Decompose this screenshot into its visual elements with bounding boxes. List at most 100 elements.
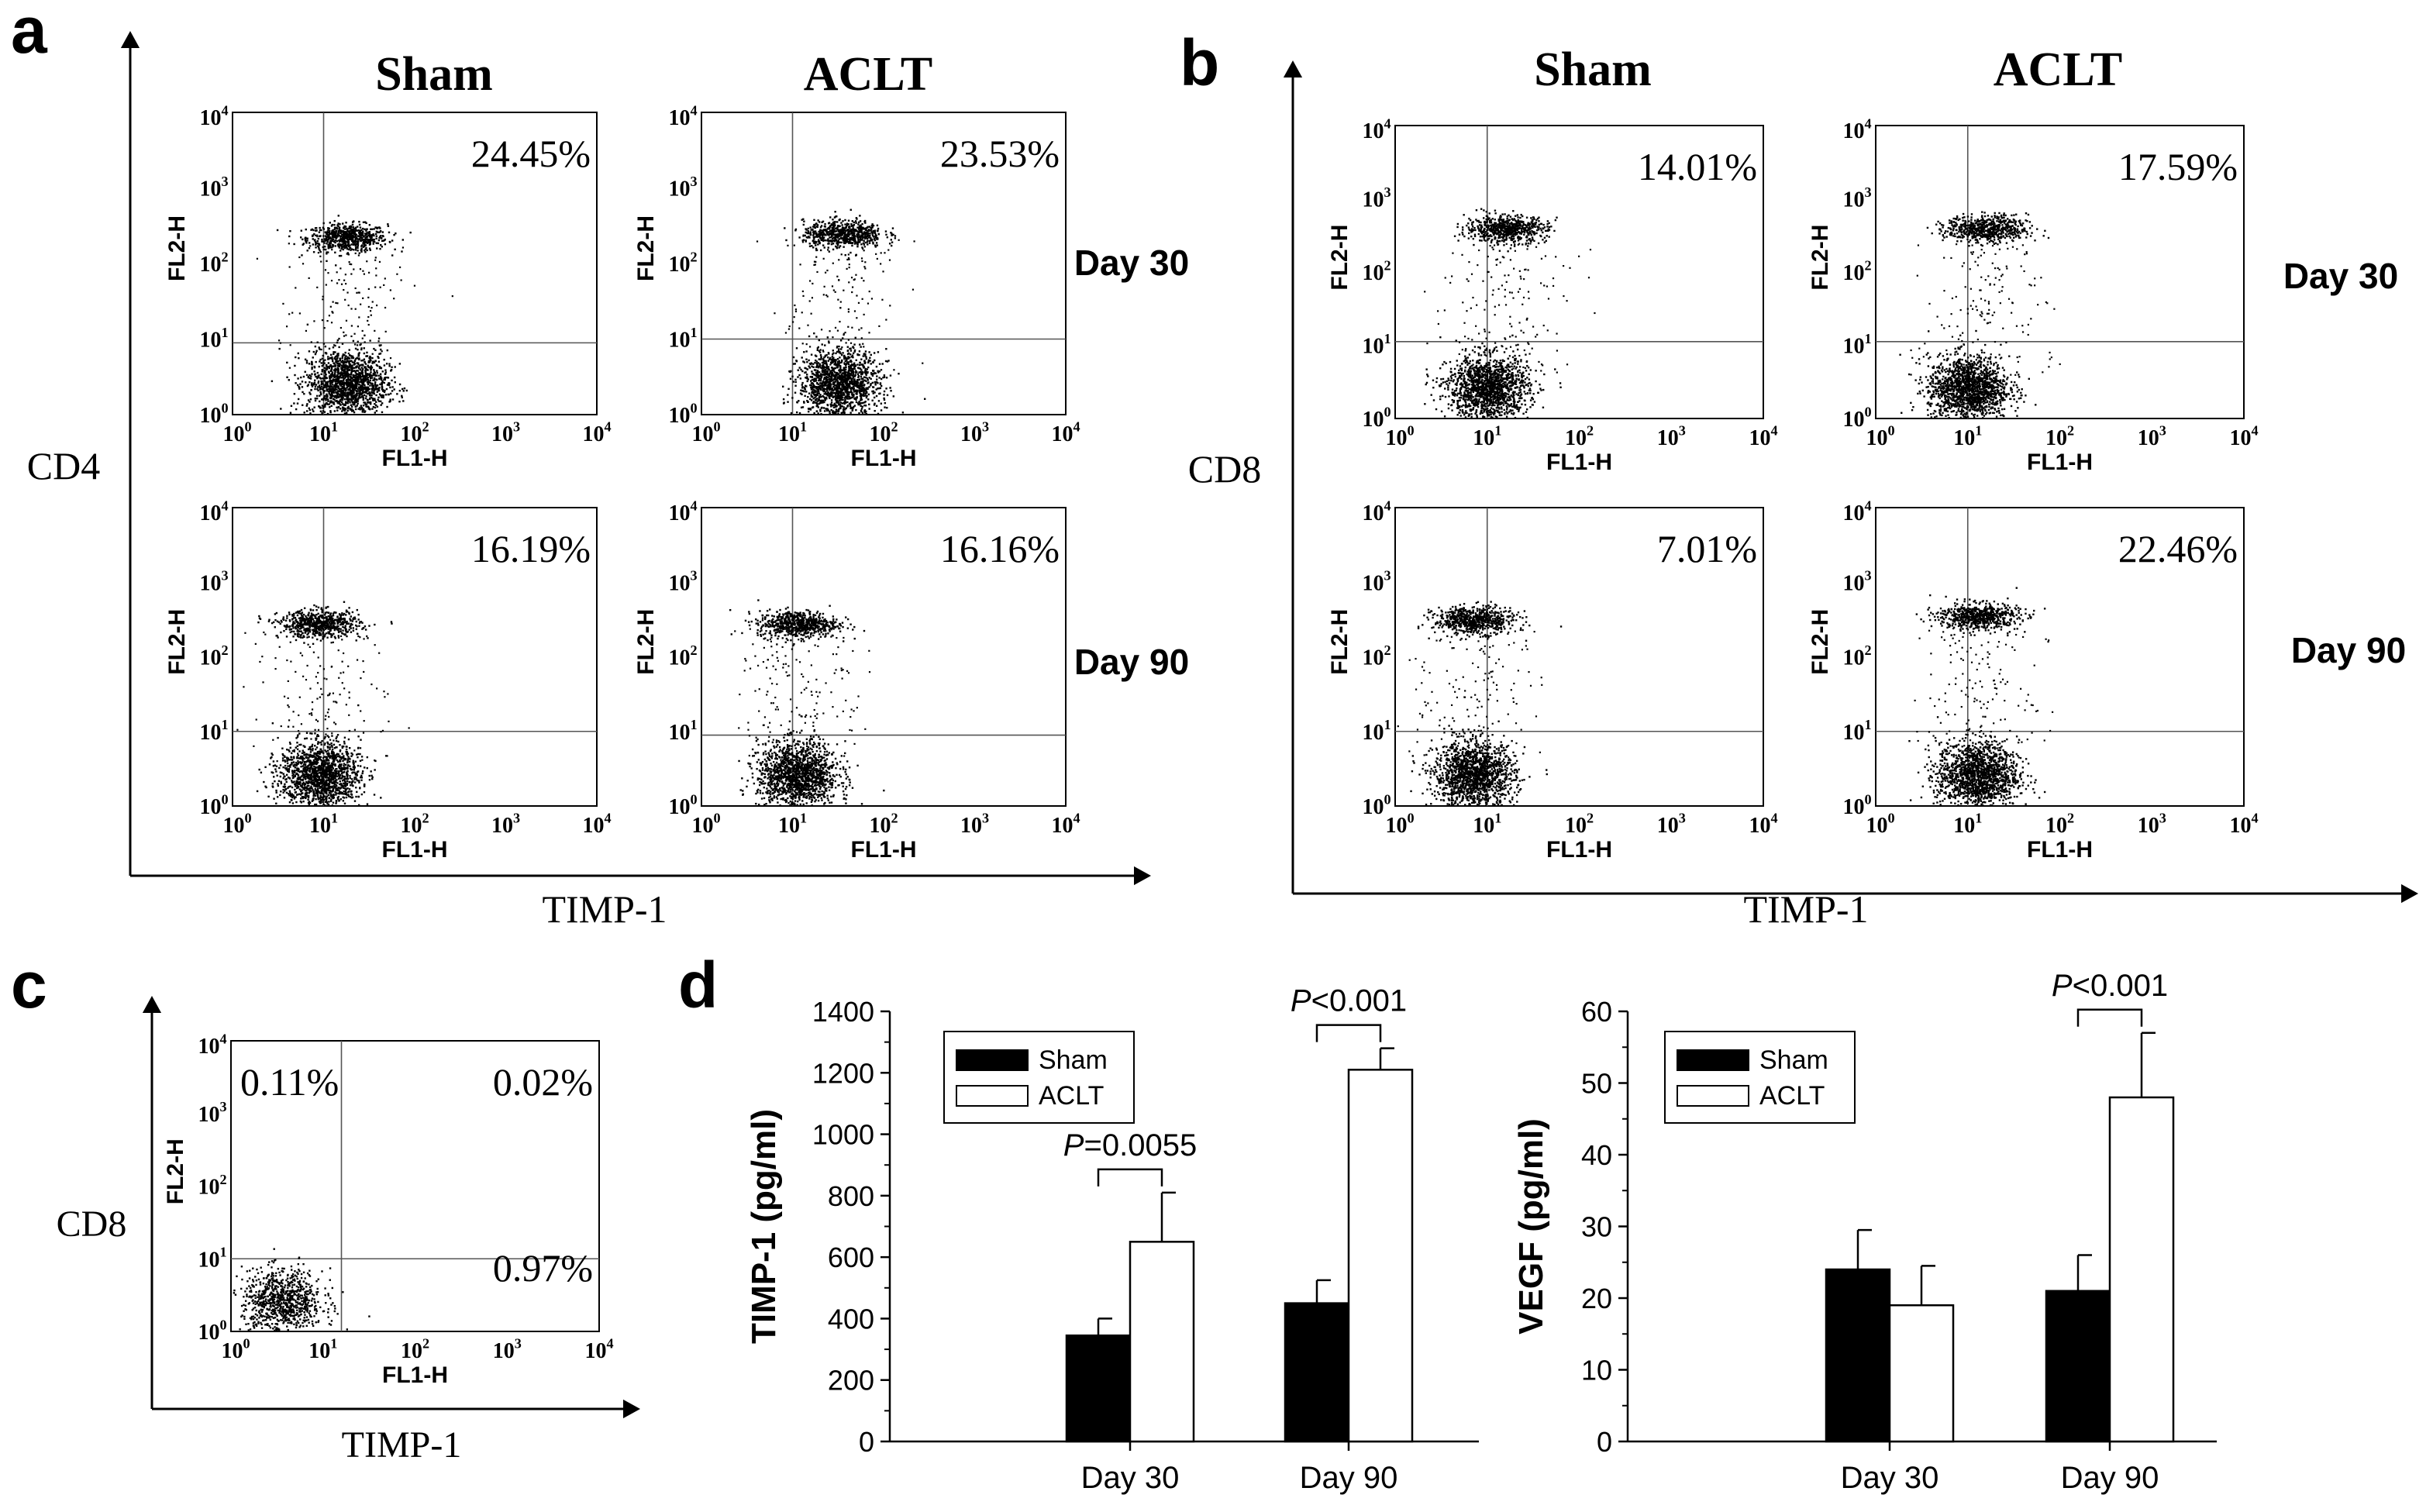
y-tick-label: 60 bbox=[1581, 996, 1612, 1028]
p-value-label: P<0.001 bbox=[1291, 984, 1407, 1018]
y-tick-label: 102 bbox=[1362, 642, 1391, 670]
x-tick-label: 102 bbox=[2045, 810, 2074, 838]
x-channel-label: FL1-H bbox=[851, 837, 917, 863]
x-tick-label: 102 bbox=[2045, 422, 2074, 450]
y-tick-label: 101 bbox=[668, 717, 697, 745]
group-header: Sham bbox=[1534, 43, 1652, 96]
x-marker-label: TIMP-1 bbox=[1743, 887, 1868, 931]
y-tick-label: 101 bbox=[668, 325, 697, 353]
y-tick-label: 101 bbox=[198, 1245, 226, 1273]
quadrant-percent: 0.11% bbox=[240, 1060, 339, 1104]
quadrant-percent: 0.97% bbox=[493, 1246, 593, 1290]
x-tick-label: 101 bbox=[309, 418, 338, 446]
legend-swatch-aclt bbox=[1677, 1085, 1749, 1107]
x-tick-label: 102 bbox=[401, 1335, 429, 1363]
y-marker-label: CD8 bbox=[1188, 447, 1261, 491]
y-tick-label: 600 bbox=[828, 1242, 874, 1273]
y-channel-label: FL2-H bbox=[633, 609, 659, 675]
flow-plot-frame bbox=[1875, 507, 2245, 807]
y-tick-label: 101 bbox=[1842, 331, 1871, 359]
quadrant-percent: 7.01% bbox=[1657, 527, 1757, 570]
x-tick-label: Day 30 bbox=[1081, 1461, 1180, 1495]
y-tick-label: 101 bbox=[199, 717, 228, 745]
y-tick-label: 104 bbox=[668, 498, 697, 525]
legend-label: ACLT bbox=[1759, 1081, 1825, 1111]
y-tick-label: 104 bbox=[198, 1031, 226, 1059]
bar-aclt bbox=[1347, 1069, 1414, 1443]
y-tick-label: 104 bbox=[1842, 115, 1871, 143]
bar-aclt bbox=[2108, 1096, 2175, 1443]
y-channel-label: FL2-H bbox=[1327, 609, 1353, 675]
legend: Sham ACLT bbox=[943, 1031, 1135, 1124]
panel-letter: b bbox=[1180, 26, 1219, 99]
significance-bracket bbox=[1315, 1024, 1382, 1042]
y-tick-label: 100 bbox=[1362, 404, 1391, 432]
legend-label: Sham bbox=[1759, 1045, 1828, 1075]
event-dots bbox=[1397, 601, 1563, 807]
x-axis-arrow bbox=[2401, 883, 2418, 904]
x-tick-label: 102 bbox=[400, 810, 429, 838]
y-tick-label: 101 bbox=[1842, 717, 1871, 745]
y-tick-label: 1200 bbox=[812, 1057, 874, 1089]
y-channel-label: FL2-H bbox=[633, 215, 659, 281]
x-marker-label: TIMP-1 bbox=[342, 1424, 462, 1466]
bar-sham bbox=[1065, 1334, 1132, 1443]
quadrant-percent: 17.59% bbox=[2118, 145, 2238, 188]
x-tick-label: 103 bbox=[1657, 422, 1686, 450]
x-tick-label: 101 bbox=[778, 810, 807, 838]
y-tick-label: 40 bbox=[1581, 1139, 1612, 1171]
y-tick-label: 100 bbox=[199, 791, 228, 819]
y-tick-label: 100 bbox=[199, 400, 228, 428]
x-tick-label: 100 bbox=[221, 1335, 250, 1363]
y-channel-label: FL2-H bbox=[164, 215, 190, 281]
quadrant-percent: 23.53% bbox=[940, 132, 1060, 175]
y-tick-label: 400 bbox=[828, 1303, 874, 1335]
y-tick-label: 50 bbox=[1581, 1068, 1612, 1100]
row-label: Day 30 bbox=[2283, 256, 2398, 296]
event-dots bbox=[729, 599, 885, 807]
row-label: Day 90 bbox=[1074, 642, 1189, 682]
x-tick-label: 102 bbox=[1565, 422, 1594, 450]
y-tick-label: 104 bbox=[199, 102, 228, 130]
y-tick-label: 104 bbox=[199, 498, 228, 525]
x-tick-label: 101 bbox=[309, 810, 338, 838]
quadrant-percent: 0.02% bbox=[493, 1060, 593, 1104]
y-tick-label: 103 bbox=[1842, 568, 1871, 596]
x-tick-label: 102 bbox=[400, 418, 429, 446]
bar-sham bbox=[2045, 1290, 2111, 1443]
y-tick-label: 103 bbox=[1842, 184, 1871, 212]
event-dots bbox=[236, 601, 410, 807]
p-value-label: P<0.001 bbox=[2052, 969, 2168, 1003]
quadrant-percent: 14.01% bbox=[1638, 145, 1757, 188]
x-tick-label: 103 bbox=[493, 1335, 522, 1363]
x-channel-label: FL1-H bbox=[2027, 837, 2093, 863]
x-tick-label: 104 bbox=[1749, 422, 1777, 450]
y-channel-label: FL2-H bbox=[1808, 609, 1833, 675]
flow-plot-frame bbox=[1875, 125, 2245, 419]
legend-swatch-sham bbox=[1677, 1049, 1749, 1071]
y-tick-label: 104 bbox=[668, 102, 697, 130]
x-tick-label: 101 bbox=[778, 418, 807, 446]
y-tick-label: 200 bbox=[828, 1365, 874, 1397]
group-header: ACLT bbox=[1994, 43, 2123, 96]
x-tick-label: 103 bbox=[2138, 422, 2166, 450]
y-tick-label: 103 bbox=[1362, 568, 1391, 596]
y-tick-label: 102 bbox=[198, 1172, 226, 1200]
y-tick-label: 102 bbox=[1842, 257, 1871, 285]
x-tick-label: 100 bbox=[222, 810, 251, 838]
y-tick-label: 10 bbox=[1581, 1355, 1612, 1386]
panel-letter: c bbox=[11, 949, 47, 1021]
x-tick-label: 100 bbox=[691, 810, 720, 838]
y-tick-label: 100 bbox=[198, 1317, 226, 1345]
y-tick-label: 0 bbox=[859, 1426, 874, 1458]
x-channel-label: FL1-H bbox=[382, 446, 448, 471]
flow-plot-frame bbox=[232, 112, 598, 415]
